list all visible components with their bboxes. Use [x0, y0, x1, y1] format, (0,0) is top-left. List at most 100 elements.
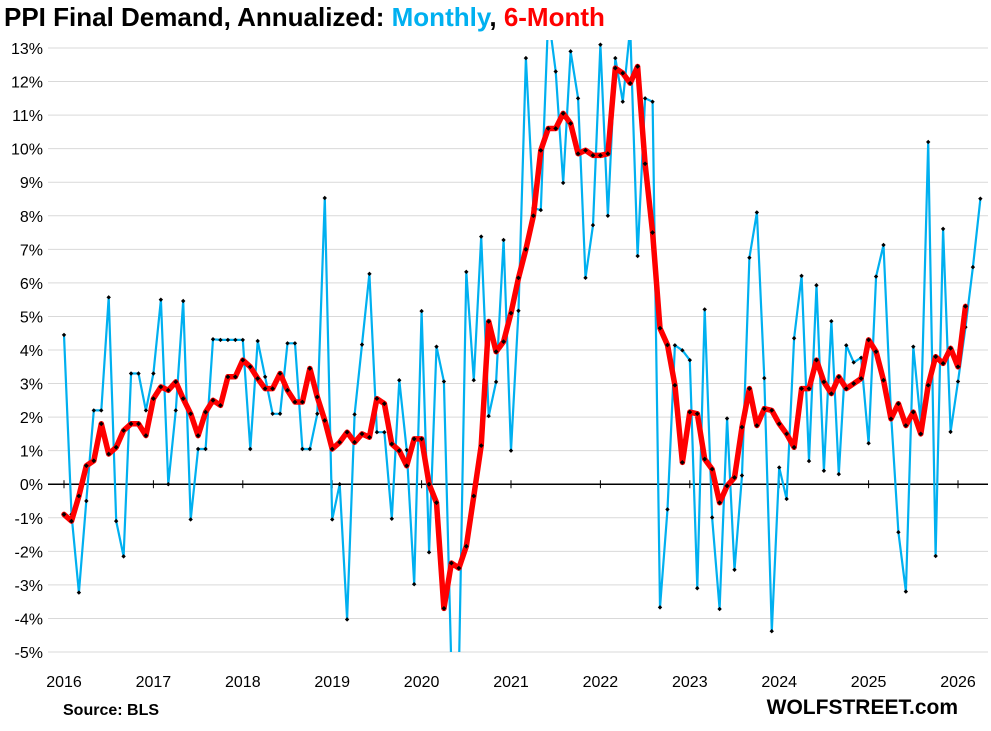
monthly-point: [538, 207, 543, 213]
monthly-point: [844, 343, 849, 348]
monthly-point: [441, 379, 447, 384]
y-tick-label: 13%: [11, 41, 43, 58]
six-month-point: [672, 382, 678, 388]
monthly-point: [359, 342, 365, 347]
six-month-point: [165, 387, 171, 393]
six-month-point: [352, 439, 357, 445]
monthly-point: [151, 371, 156, 376]
monthly-point: [493, 379, 499, 385]
monthly-point: [285, 341, 290, 346]
y-tick-label: 12%: [11, 75, 43, 92]
monthly-point: [717, 606, 722, 612]
six-month-point: [553, 126, 559, 131]
monthly-point: [315, 411, 320, 416]
six-month-point: [873, 349, 879, 355]
six-month-point: [657, 325, 663, 331]
monthly-point: [672, 343, 678, 348]
title-six-month: 6-Month: [503, 2, 605, 32]
six-month-point: [627, 80, 633, 86]
monthly-point: [777, 465, 782, 470]
chart-title: PPI Final Demand, Annualized: Monthly, 6…: [4, 2, 605, 33]
six-month-point: [866, 337, 871, 343]
x-tick-label: 2024: [761, 674, 797, 691]
monthly-point: [352, 412, 357, 417]
monthly-point: [397, 378, 402, 383]
y-tick-label: 9%: [20, 175, 43, 192]
six-month-point: [560, 111, 566, 116]
monthly-point: [501, 237, 506, 243]
six-month-point: [709, 466, 715, 472]
six-month-point: [285, 387, 290, 393]
monthly-point: [546, 12, 550, 16]
six-month-point: [83, 463, 89, 469]
six-month-point: [404, 463, 410, 469]
x-tick-label: 2017: [136, 674, 172, 691]
monthly-point: [426, 550, 432, 555]
source-label: Source: BLS: [63, 702, 160, 719]
y-tick-label: 3%: [20, 377, 43, 394]
monthly-point: [449, 667, 453, 671]
monthly-point: [836, 471, 841, 477]
six-month-point: [612, 65, 618, 71]
six-month-point: [255, 376, 261, 381]
monthly-point: [650, 99, 655, 104]
y-tick-label: 6%: [20, 276, 43, 293]
monthly-point: [799, 273, 804, 279]
monthly-point: [769, 628, 774, 634]
six-month-point: [292, 399, 298, 405]
monthly-point: [657, 605, 663, 610]
monthly-point: [605, 213, 611, 218]
six-month-point: [881, 377, 886, 383]
monthly-point: [926, 139, 931, 145]
monthly-point: [344, 617, 350, 622]
monthly-point: [434, 344, 439, 349]
monthly-point: [560, 180, 566, 186]
monthly-point: [203, 446, 208, 452]
six-month-point: [143, 433, 149, 438]
monthly-point: [106, 295, 111, 300]
six-month-point: [136, 421, 141, 427]
six-month-point: [747, 386, 752, 391]
monthly-point: [479, 234, 484, 239]
monthly-point: [188, 517, 193, 522]
six-month-point: [218, 402, 223, 408]
six-month-point: [210, 397, 216, 403]
six-month-point: [806, 386, 812, 391]
six-month-point: [411, 436, 417, 442]
monthly-point: [166, 482, 171, 487]
monthly-point: [851, 360, 856, 365]
monthly-point: [248, 446, 253, 452]
monthly-point: [739, 473, 745, 478]
monthly-point: [613, 55, 618, 61]
six-month-point: [687, 409, 693, 415]
six-month-point: [329, 446, 335, 452]
monthly-point: [553, 69, 558, 74]
six-month-point: [598, 152, 603, 158]
six-month-point: [955, 364, 961, 370]
six-month-point: [195, 433, 201, 438]
monthly-point: [866, 441, 871, 446]
gridlines: [48, 47, 988, 653]
monthly-point: [367, 271, 372, 277]
six-month-point: [493, 349, 499, 355]
six-month-point: [516, 275, 521, 281]
y-tick-label: 0%: [20, 477, 43, 494]
monthly-point: [829, 318, 834, 324]
six-month-point: [754, 423, 760, 428]
six-month-point: [426, 481, 432, 487]
six-month-point: [940, 361, 946, 366]
six-month-point: [225, 374, 231, 380]
six-month-point: [650, 230, 655, 235]
monthly-point: [61, 332, 67, 338]
six-month-point: [337, 439, 343, 445]
monthly-point: [173, 408, 178, 413]
six-month-point: [642, 161, 648, 167]
six-month-point: [679, 460, 685, 465]
six-month-point: [501, 339, 506, 345]
six-month-point: [486, 319, 492, 324]
six-month-point: [463, 543, 469, 549]
monthly-point: [903, 589, 909, 594]
x-tick-label: 2021: [493, 674, 529, 691]
six-month-point: [590, 152, 596, 158]
monthly-point: [158, 297, 164, 302]
